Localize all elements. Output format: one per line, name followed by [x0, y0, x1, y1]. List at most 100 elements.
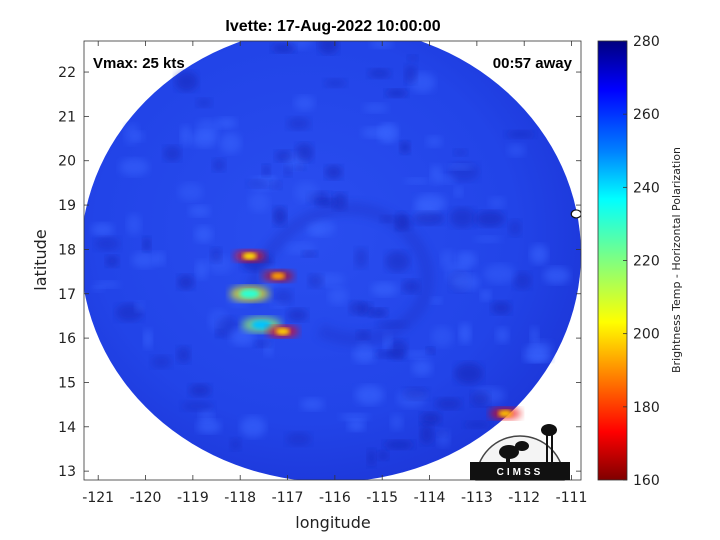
colorbar-tick-label: 240 — [633, 180, 660, 196]
swath-texture — [91, 41, 571, 467]
swath-mottle — [450, 273, 480, 291]
swath-mottle — [483, 264, 516, 284]
swath-mottle — [91, 223, 114, 236]
x-tick-label: -120 — [130, 490, 162, 506]
swath-mottle — [431, 326, 454, 348]
swath-mottle — [293, 164, 306, 171]
swath-mottle — [453, 148, 468, 157]
x-tick-label: -112 — [508, 490, 540, 506]
convective-feature — [251, 320, 272, 330]
swath-mottle — [495, 327, 510, 344]
swath-mottle — [273, 206, 287, 226]
swath-mottle — [402, 279, 421, 294]
swath-mottle — [454, 362, 483, 384]
swath-mottle — [471, 391, 490, 407]
swath-mottle — [273, 289, 293, 305]
swath-mottle — [507, 144, 526, 157]
swath-mottle — [508, 219, 522, 237]
colorbar-label: Brightness Temp - Horizontal Polarizatio… — [670, 147, 683, 373]
swath-mottle — [216, 117, 237, 129]
swath-mottle — [324, 78, 347, 88]
convective-feature — [239, 289, 260, 299]
chart-title: Ivette: 17-Aug-2022 10:00:00 — [225, 18, 440, 35]
swath-mottle — [289, 41, 313, 50]
swath-mottle — [143, 328, 153, 349]
cimss-logo: CIMSS — [470, 424, 570, 481]
swath-mottle — [153, 251, 166, 266]
y-tick-label: 22 — [58, 65, 76, 81]
swath-mottle — [385, 89, 408, 98]
swath-mottle — [463, 421, 492, 429]
swath-mottle — [407, 54, 418, 62]
y-axis-ticks: 13 14 15 16 17 18 19 20 21 22 — [58, 65, 581, 480]
swath-mottle — [368, 68, 391, 79]
swath-mottle — [119, 158, 149, 176]
y-tick-label: 14 — [58, 420, 76, 436]
swath-mottle — [150, 355, 172, 369]
swath-mottle — [188, 205, 211, 217]
x-tick-label: -113 — [461, 490, 493, 506]
swath-mottle — [212, 158, 226, 172]
swath-mottle — [385, 250, 410, 272]
swath-mottle — [339, 413, 370, 421]
swath-mottle — [210, 247, 222, 263]
swath-mottle — [174, 71, 199, 92]
swath-mottle — [440, 249, 455, 270]
swath-mottle — [131, 251, 157, 269]
swath-mottle — [459, 323, 471, 344]
swath-mottle — [295, 143, 314, 162]
swath-mottle — [370, 41, 394, 49]
swath-mottle — [195, 260, 208, 280]
swath-mottle — [403, 387, 429, 400]
x-tick-label: -121 — [82, 490, 114, 506]
swath-mottle — [447, 163, 474, 170]
swath-mottle — [294, 95, 315, 111]
swath-mottle — [219, 132, 242, 154]
vmax-label: Vmax: 25 kts — [93, 55, 185, 72]
x-tick-label: -111 — [556, 490, 588, 506]
swath-mottle — [124, 123, 140, 145]
swath-mottle — [369, 308, 388, 318]
colorbar-tick-label: 220 — [633, 254, 660, 270]
colorbar-tick-label: 280 — [633, 34, 660, 50]
swath-mottle — [355, 385, 384, 405]
swath-mottle — [530, 326, 539, 345]
swath-mottle — [354, 247, 368, 269]
y-axis-label: latitude — [31, 229, 50, 290]
swath-mottle — [188, 384, 211, 397]
colorbar-tick-label: 260 — [633, 107, 660, 123]
y-tick-label: 21 — [58, 109, 76, 125]
x-tick-label: -116 — [319, 490, 351, 506]
swath-mottle — [286, 117, 311, 131]
swath-mottle — [437, 429, 450, 448]
swath-mottle — [196, 98, 212, 108]
colorbar-ticks: 160 180 200 220 240 260 280 — [623, 34, 660, 489]
logo-tower-leg-right — [551, 434, 553, 462]
swath-mottle — [247, 179, 271, 188]
swath-mottle — [301, 250, 318, 258]
convective-feature — [275, 327, 290, 335]
swath-mottle — [384, 440, 414, 450]
swath-mottle — [411, 359, 433, 376]
y-tick-label: 16 — [58, 331, 76, 347]
swath-mottle — [180, 125, 191, 146]
swath-mottle — [367, 448, 376, 467]
swath-mottle — [142, 236, 151, 252]
swath-mottle — [347, 419, 366, 432]
x-tick-label: -119 — [177, 490, 209, 506]
swath-mottle — [405, 350, 431, 359]
swath-mottle — [270, 180, 282, 190]
swath-mottle — [229, 327, 255, 346]
swath-mottle — [300, 398, 325, 411]
swath-mottle — [254, 340, 273, 348]
swath-mottle — [505, 130, 536, 139]
swath-mottle — [94, 236, 120, 251]
swath-mottle — [198, 408, 215, 423]
swath-mottle — [513, 272, 532, 290]
swath-mottle — [370, 282, 398, 297]
swath-mottle — [134, 301, 145, 313]
swath-mottle — [91, 285, 105, 293]
swath-mottle — [414, 194, 446, 213]
swath-mottle — [361, 126, 390, 139]
